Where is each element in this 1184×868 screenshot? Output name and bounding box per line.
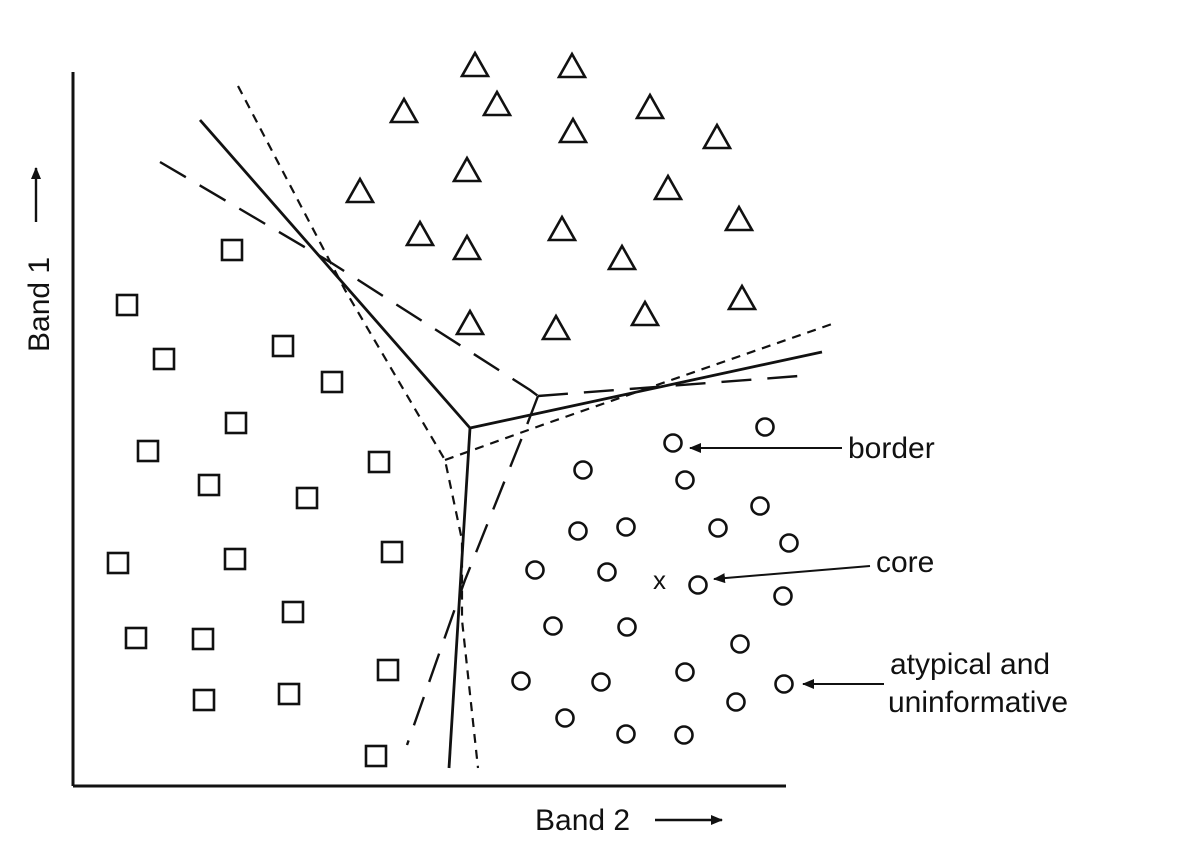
core-arrow xyxy=(713,565,871,584)
square-point xyxy=(320,370,344,394)
square-point xyxy=(106,551,130,575)
triangle-point xyxy=(481,89,513,117)
triangle-point xyxy=(546,214,578,242)
triangle-point xyxy=(557,116,589,144)
long-dashed-boundary xyxy=(159,160,813,746)
triangle-point xyxy=(726,283,758,311)
triangle-point xyxy=(451,155,483,183)
square-point xyxy=(152,347,176,371)
square-point xyxy=(191,627,215,651)
x-axis-label: Band 2 xyxy=(535,804,630,837)
atypical-label-line1: atypical and xyxy=(890,648,1050,681)
triangle-point xyxy=(451,233,483,261)
solid-boundary xyxy=(198,119,823,769)
circle-point xyxy=(525,560,545,580)
square-point xyxy=(380,540,404,564)
triangle-point xyxy=(344,176,376,204)
triangle-point xyxy=(723,204,755,232)
circle-point xyxy=(543,616,563,636)
square-point xyxy=(124,626,148,650)
circle-point xyxy=(779,533,799,553)
triangle-point xyxy=(701,122,733,150)
triangle-point xyxy=(634,92,666,120)
circle-point xyxy=(674,725,694,745)
square-point xyxy=(277,682,301,706)
triangle-point xyxy=(556,51,588,79)
circle-point xyxy=(773,586,793,606)
circle-point xyxy=(755,417,775,437)
square-point xyxy=(197,473,221,497)
circle-point-core xyxy=(688,575,708,595)
circle-point-atypical xyxy=(774,674,794,694)
triangle-point xyxy=(388,96,420,124)
square-point xyxy=(281,600,305,624)
square-point xyxy=(220,238,244,262)
circle-point xyxy=(726,692,746,712)
triangle-point xyxy=(454,308,486,336)
square-class-points xyxy=(106,238,404,768)
circle-point xyxy=(675,470,695,490)
triangle-point xyxy=(459,50,491,78)
square-point xyxy=(364,744,388,768)
core-label: core xyxy=(876,546,934,579)
square-point xyxy=(115,293,139,317)
circle-point xyxy=(573,460,593,480)
circle-point xyxy=(511,671,531,691)
circle-point-border xyxy=(663,433,683,453)
square-point xyxy=(223,547,247,571)
square-point xyxy=(367,450,391,474)
square-point xyxy=(271,334,295,358)
triangle-point xyxy=(606,243,638,271)
triangle-point xyxy=(629,299,661,327)
short-dashed-boundary xyxy=(237,85,833,769)
circle-point xyxy=(555,708,575,728)
circle-point xyxy=(750,496,770,516)
square-point xyxy=(376,658,400,682)
triangle-class-points xyxy=(344,50,758,341)
circle-point xyxy=(616,724,636,744)
circle-class-points xyxy=(511,417,799,745)
circle-point xyxy=(591,672,611,692)
triangle-point xyxy=(652,173,684,201)
core-x-marker: x xyxy=(653,565,666,595)
circle-point xyxy=(617,617,637,637)
circle-point xyxy=(675,662,695,682)
circle-point xyxy=(597,562,617,582)
circle-point xyxy=(708,518,728,538)
y-axis-label: Band 1 xyxy=(23,257,56,352)
square-point xyxy=(224,411,248,435)
circle-point xyxy=(730,634,750,654)
atypical-label-line2: uninformative xyxy=(888,686,1068,719)
square-point xyxy=(295,486,319,510)
border-label: border xyxy=(848,432,935,465)
circle-point xyxy=(568,521,588,541)
triangle-point xyxy=(540,313,572,341)
square-point xyxy=(192,688,216,712)
circle-point xyxy=(616,517,636,537)
square-point xyxy=(136,439,160,463)
triangle-point xyxy=(404,219,436,247)
